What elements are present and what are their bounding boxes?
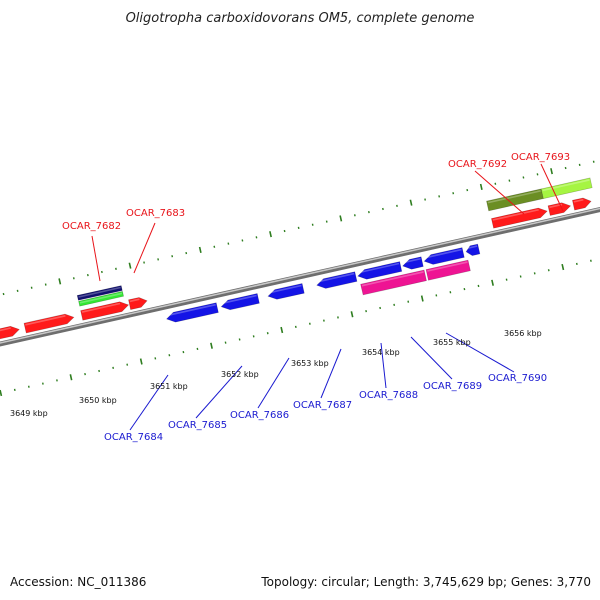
gene-forward-shine	[549, 203, 563, 209]
gene-reverse-shine	[221, 294, 257, 305]
gene-forward	[0, 325, 20, 340]
tick-mark-lower	[0, 389, 3, 397]
leader-line-forward	[91, 235, 101, 282]
gene-feature-ocar-7688	[360, 269, 427, 296]
gene-label-reverse: OCAR_7685	[168, 420, 227, 431]
gene-reverse-shine	[424, 248, 462, 259]
gene-reverse	[166, 302, 219, 323]
tick-mark-lower	[350, 311, 354, 318]
gene-reverse	[402, 256, 424, 270]
gene-feature-ocar-7682	[76, 285, 123, 301]
gene-reverse	[220, 293, 260, 311]
tick-mark-upper	[128, 262, 132, 269]
gene-reverse-shine	[316, 272, 355, 283]
gene-forward	[491, 207, 548, 229]
tick-mark-upper	[550, 168, 553, 175]
gene-feature-ocar-7682-shine	[78, 286, 121, 298]
kbp-label: 3649 kbp	[10, 409, 48, 418]
tick-mark-lower	[420, 295, 424, 302]
tick-mark-lower	[69, 374, 73, 381]
leader-line-reverse	[257, 357, 290, 409]
kbp-label: 3656 kbp	[504, 329, 542, 338]
kbp-label: 3654 kbp	[362, 348, 400, 357]
gene-forward	[128, 297, 148, 310]
accession-text: Accession: NC_011386	[10, 575, 146, 589]
backbone-highlight	[0, 207, 600, 344]
gene-forward	[572, 197, 592, 211]
leader-line-forward	[474, 170, 525, 215]
leader-line-reverse	[410, 336, 453, 380]
gene-label-forward: OCAR_7683	[126, 208, 185, 219]
gene-forward-shine	[573, 198, 584, 203]
leader-line-reverse	[320, 348, 342, 399]
gene-reverse	[357, 261, 403, 280]
gene-reverse-shine	[268, 284, 302, 294]
label-leaders	[91, 163, 564, 431]
gene-feature-ocar-7693-shine	[542, 179, 590, 192]
gene-label-forward: OCAR_7682	[62, 221, 121, 232]
kbp-labels: 3649 kbp 3650 kbp 3651 kbp 3652 kbp 3653 kbp…	[10, 329, 542, 418]
gene-forward	[23, 313, 75, 334]
gene-label-reverse: OCAR_7684	[104, 432, 163, 443]
gene-forward-shine	[129, 298, 140, 303]
gene-label-reverse: OCAR_7690	[488, 373, 547, 384]
tick-mark-lower	[139, 358, 143, 365]
tick-marks	[0, 160, 595, 397]
gene-forward	[80, 301, 130, 321]
leader-line-reverse	[195, 365, 243, 419]
gene-feature-ocar-7688-shine	[361, 271, 424, 287]
gene-feature-ocar-7689-shine	[427, 261, 468, 272]
gene-forward-shine	[81, 302, 121, 313]
gene-reverse	[465, 243, 481, 256]
map-title: Oligotropha carboxidovorans OM5, complet…	[126, 11, 475, 26]
gene-label-reverse: OCAR_7689	[423, 381, 482, 392]
gene-reverse-shine	[402, 258, 421, 264]
genome-summary-text: Topology: circular; Length: 3,745,629 bp…	[260, 575, 591, 589]
gene-feature-ocar-7682b	[78, 291, 124, 307]
tick-mark-lower	[491, 279, 494, 286]
tick-mark-upper	[479, 183, 483, 191]
gene-feature-ocar-7682b-shine	[79, 292, 123, 304]
gene-label-reverse: OCAR_7686	[230, 410, 289, 421]
gene-feature-ocar-7692-shine	[487, 190, 541, 204]
gene-reverse	[267, 283, 305, 300]
tick-mark-upper	[58, 278, 62, 285]
backbone-line	[0, 206, 600, 347]
gene-forward-shine	[492, 209, 539, 221]
gene-labels: OCAR_7682 OCAR_7683 OCAR_7692 OCAR_7693 OCAR…	[62, 152, 570, 443]
gene-features	[0, 177, 593, 340]
gene-reverse-shine	[466, 245, 478, 250]
tick-mark-upper	[409, 199, 413, 206]
gene-forward-shine	[0, 327, 11, 332]
leader-line-forward	[540, 163, 564, 212]
gene-feature-ocar-7689	[425, 259, 471, 281]
kbp-label: 3652 kbp	[221, 370, 259, 379]
gene-label-reverse: OCAR_7687	[293, 400, 352, 411]
tick-mark-lower	[210, 342, 213, 349]
tick-mark-lower	[280, 326, 284, 334]
kbp-label: 3651 kbp	[150, 382, 188, 391]
tick-mark-lower	[561, 263, 565, 271]
gene-label-reverse: OCAR_7688	[359, 390, 418, 401]
tick-mark-upper	[339, 215, 343, 222]
gene-reverse-shine	[166, 303, 216, 317]
leader-line-reverse	[129, 374, 169, 431]
tick-mark-upper	[269, 231, 272, 238]
leader-line-forward	[133, 222, 156, 274]
kbp-label: 3650 kbp	[79, 396, 117, 405]
gene-label-forward: OCAR_7692	[448, 159, 507, 170]
gene-feature-ocar-7693	[540, 177, 593, 199]
kbp-label: 3655 kbp	[433, 338, 471, 347]
gene-reverse-shine	[357, 262, 400, 274]
leader-line-reverse	[380, 342, 387, 389]
genome-backbone	[0, 206, 600, 347]
tick-mark-upper	[198, 246, 202, 254]
gene-forward-shine	[25, 315, 66, 326]
kbp-label: 3653 kbp	[291, 359, 329, 368]
gene-reverse	[423, 247, 465, 265]
gene-label-forward: OCAR_7693	[511, 152, 570, 163]
gene-reverse	[316, 271, 358, 289]
leader-line-reverse	[445, 332, 515, 373]
